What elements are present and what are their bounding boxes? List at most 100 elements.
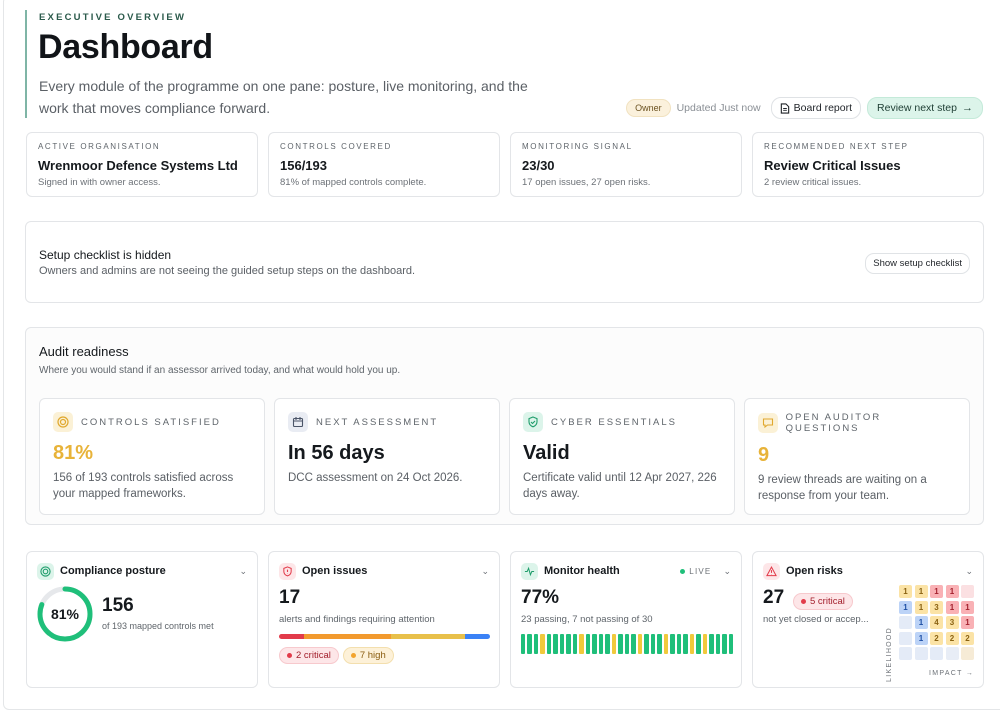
heatmap-cell[interactable]: [899, 616, 912, 629]
heatmap-cell[interactable]: 1: [930, 585, 943, 598]
monitor-bar-pass: [728, 634, 733, 654]
heatmap-cell[interactable]: 1: [945, 585, 959, 598]
audit-card-desc: 9 review threads are waiting on a respon…: [758, 474, 927, 502]
header-actions: Owner Updated Just now Board report Revi…: [626, 97, 983, 119]
board-report-button[interactable]: Board report: [770, 97, 862, 119]
monitor-bar-pass: [683, 634, 688, 654]
risks-critical-pill[interactable]: 5 critical: [793, 593, 853, 610]
summary-label: ACTIVE ORGANISATION: [38, 142, 161, 151]
impact-axis-label: IMPACT →: [929, 670, 975, 677]
monitor-bar-pass: [605, 634, 610, 654]
heatmap-cell[interactable]: 1: [945, 600, 959, 614]
summary-card-controls: CONTROLS COVERED 156/193 81% of mapped c…: [268, 132, 500, 197]
heatmap-cell[interactable]: 2: [961, 631, 974, 645]
setup-subtitle: Owners and admins are not seeing the gui…: [39, 265, 416, 277]
monitor-sub: 23 passing, 7 not passing of 30: [521, 614, 653, 625]
eyebrow-label: EXECUTIVE OVERVIEW: [39, 12, 187, 23]
posture-ring: [37, 586, 93, 642]
heatmap-cell[interactable]: 1: [914, 631, 928, 645]
high-pill-label: 7 high: [359, 650, 386, 661]
monitor-bar-pass: [559, 634, 565, 654]
summary-label: RECOMMENDED NEXT STEP: [764, 142, 909, 151]
shield-check-icon: [523, 412, 543, 432]
audit-card-label: OPEN AUDITOR QUESTIONS: [785, 412, 882, 434]
summary-sub: Signed in with owner access.: [38, 177, 161, 188]
heatmap-cell[interactable]: [899, 647, 912, 660]
posture-sub: of 193 mapped controls met: [102, 621, 214, 631]
audit-card-value: 9: [758, 444, 770, 466]
show-setup-checklist-button[interactable]: Show setup checklist: [865, 253, 970, 274]
widget-compliance-posture[interactable]: Compliance posture ⌄ 81% 156 of 193 mapp…: [26, 551, 258, 688]
monitor-bar-fail: [702, 634, 708, 654]
heatmap-cell[interactable]: 1: [914, 585, 928, 598]
widget-title: Monitor health: [544, 565, 620, 577]
widget-monitor-health[interactable]: Monitor health LIVE ⌄ 77% 23 passing, 7 …: [510, 551, 742, 688]
monitor-bar-pass: [650, 634, 656, 654]
heatmap-cell[interactable]: [914, 647, 928, 660]
monitor-bar-pass: [592, 634, 597, 654]
summary-value: 23/30: [522, 158, 555, 173]
high-pill[interactable]: 7 high: [342, 647, 394, 664]
heatmap-cell[interactable]: [961, 585, 974, 598]
audit-card-label: CYBER ESSENTIALS: [551, 416, 677, 428]
review-next-step-button[interactable]: Review next step →: [867, 97, 983, 119]
widget-open-risks[interactable]: Open risks ⌄ 27 5 critical not yet close…: [752, 551, 984, 688]
chevron-down-icon[interactable]: ⌄: [481, 565, 489, 576]
audit-card-next-assessment: NEXT ASSESSMENT In 56 days DCC assessmen…: [274, 398, 500, 515]
monitor-bar-pass: [631, 634, 636, 654]
page-subtitle: Every module of the programme on one pan…: [39, 78, 528, 116]
monitor-bar-pass: [585, 634, 591, 654]
heatmap-cell[interactable]: 4: [930, 616, 943, 629]
heatmap-cell[interactable]: [961, 647, 974, 660]
summary-label: CONTROLS COVERED: [280, 142, 392, 151]
monitor-bar-pass: [521, 634, 526, 654]
heatmap-cell[interactable]: 2: [930, 631, 943, 645]
monitor-big-value: 77%: [521, 587, 560, 608]
audit-subtitle: Where you would stand if an assessor arr…: [39, 365, 401, 376]
monitor-status-bars: [521, 634, 733, 654]
critical-pill-label: 2 critical: [296, 650, 331, 661]
audit-card-auditor-questions: OPEN AUDITOR QUESTIONS 9 9 review thread…: [744, 398, 970, 515]
warning-icon: [763, 562, 780, 580]
heatmap-cell[interactable]: 2: [945, 631, 959, 645]
issues-pills: 2 critical 7 high: [279, 647, 394, 664]
chevron-down-icon[interactable]: ⌄: [723, 565, 731, 576]
summary-card-organisation: ACTIVE ORGANISATION Wrenmoor Defence Sys…: [26, 132, 258, 197]
monitor-bar-pass: [715, 634, 721, 654]
chevron-down-icon[interactable]: ⌄: [965, 565, 973, 576]
heatmap-cell[interactable]: 1: [914, 600, 928, 614]
monitor-bar-pass: [546, 634, 552, 654]
critical-pill[interactable]: 2 critical: [279, 647, 339, 664]
issues-sub: alerts and findings requiring attention: [279, 614, 435, 625]
widget-title: Open issues: [302, 565, 368, 577]
arrow-right-icon: →: [962, 102, 973, 114]
audit-card-desc: 156 of 193 controls satisfied across you…: [53, 472, 234, 500]
setup-checklist-panel: Setup checklist is hidden Owners and adm…: [25, 221, 984, 303]
heatmap-cell[interactable]: 1: [899, 600, 912, 614]
heatmap-cell[interactable]: 1: [899, 585, 912, 598]
summary-label: MONITORING SIGNAL: [522, 142, 633, 151]
monitor-bar-pass: [572, 634, 578, 654]
widget-open-issues[interactable]: Open issues ⌄ 17 alerts and findings req…: [268, 551, 500, 688]
audit-card-value: Valid: [523, 442, 570, 464]
document-icon: [780, 102, 789, 114]
heatmap-cell[interactable]: 1: [961, 600, 974, 614]
audit-card-value: In 56 days: [288, 442, 385, 464]
monitor-bar-fail: [663, 634, 669, 654]
risks-sub: not yet closed or accep...: [763, 614, 869, 625]
issues-bar-segment: [465, 634, 490, 639]
summary-card-next-step[interactable]: RECOMMENDED NEXT STEP Review Critical Is…: [752, 132, 984, 197]
review-next-step-label: Review next step: [877, 102, 957, 114]
shield-alert-icon: [279, 562, 296, 580]
heatmap-cell[interactable]: 3: [930, 600, 943, 614]
heatmap-cell[interactable]: 3: [945, 616, 959, 629]
heatmap-cell[interactable]: [930, 647, 943, 660]
heatmap-cell[interactable]: [945, 647, 959, 660]
monitor-bar-fail: [611, 634, 617, 654]
issues-bar-segment: [303, 634, 391, 639]
heatmap-cell[interactable]: 1: [914, 616, 928, 629]
heatmap-cell[interactable]: 1: [961, 616, 974, 629]
monitor-bar-pass: [722, 634, 727, 654]
heatmap-cell[interactable]: [899, 631, 912, 645]
chevron-down-icon[interactable]: ⌄: [239, 565, 247, 576]
